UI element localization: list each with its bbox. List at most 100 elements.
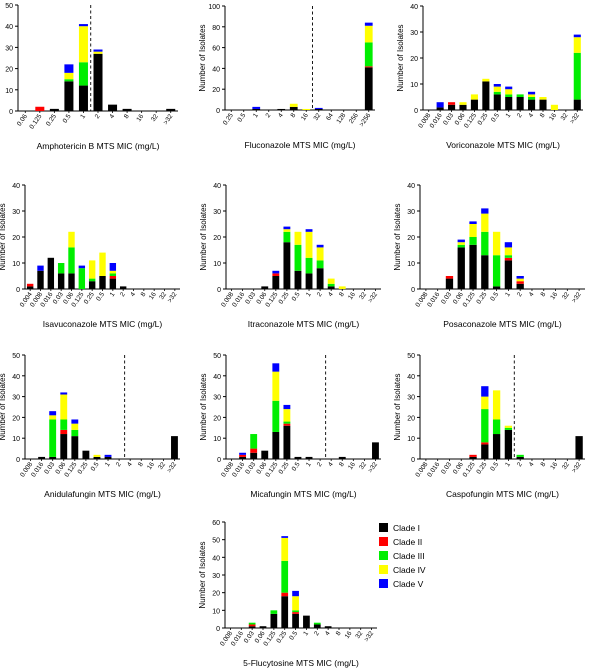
caspofungin-bar-clade-ii xyxy=(469,454,477,457)
fluconazole-ytick-label: 100 xyxy=(208,4,220,11)
anidulafungin-xtick-label: 8 xyxy=(137,461,145,468)
caspofungin-ytick-label: 40 xyxy=(407,374,415,381)
isavuconazole-bar-clade-i xyxy=(37,270,44,289)
voriconazole-bar-clade-iv xyxy=(539,97,547,100)
fluconazole-x-title: Fluconazole MTS MIC (mg/L) xyxy=(245,140,356,150)
flucytosine-bar-clade-iii xyxy=(281,560,289,593)
caspofungin-bar-clade-i xyxy=(504,429,513,459)
fluconazole-xtick-label: 2 xyxy=(265,112,273,119)
micafungin-xtick-label: 0.016 xyxy=(231,461,246,479)
itraconazole-xtick-label: 32 xyxy=(358,291,368,301)
micafungin-bar-clade-v xyxy=(283,404,291,410)
amphotericin-b-bar-clade-ii xyxy=(35,106,45,111)
caspofungin-bar-clade-i xyxy=(492,434,501,459)
isavuconazole-ytick-label: 20 xyxy=(12,235,20,242)
flucytosine-xtick-label: 4 xyxy=(324,630,332,637)
micafungin-bar-clade-i xyxy=(239,456,247,459)
micafungin-ytick-label: 10 xyxy=(213,436,221,443)
micafungin-bar-clade-ii xyxy=(250,448,258,453)
anidulafungin-bar-clade-i xyxy=(49,456,57,459)
fluconazole-xtick-label: 16 xyxy=(300,112,310,122)
posaconazole-xtick-label: 0.5 xyxy=(489,291,500,303)
anidulafungin-xtick-label: 0.125 xyxy=(63,461,78,479)
amphotericin-b-xtick-label: 2 xyxy=(94,113,102,120)
isavuconazole-xtick-label: 1 xyxy=(109,291,117,298)
voriconazole-bar-clade-i xyxy=(573,99,581,110)
micafungin-ytick-label: 40 xyxy=(213,374,221,381)
itraconazole-ytick-label: 40 xyxy=(213,183,221,190)
posaconazole-ytick-label: 0 xyxy=(411,287,415,294)
itraconazole-bar-clade-i xyxy=(316,268,324,289)
voriconazole-xtick-label: 0.25 xyxy=(477,112,490,127)
caspofungin-y-title: Number of Isolates xyxy=(393,373,402,440)
anidulafungin-bar-clade-iii xyxy=(60,419,68,430)
posaconazole-bar-clade-iv xyxy=(469,224,477,237)
amphotericin-b-x-title: Amphotericin B MTS MIC (mg/L) xyxy=(37,141,160,151)
itraconazole-xtick-label: 16 xyxy=(347,291,357,301)
amphotericin-b-bar-clade-i xyxy=(78,85,88,111)
amphotericin-b-xtick-label: 0.25 xyxy=(45,113,58,128)
amphotericin-b-bar-clade-iv xyxy=(93,51,103,54)
anidulafungin-bar-clade-i xyxy=(71,436,79,459)
amphotericin-b-bar-clade-iv xyxy=(78,26,88,63)
itraconazole-xtick-label: 4 xyxy=(327,291,335,298)
posaconazole-bar-clade-ii xyxy=(516,281,524,284)
posaconazole-xtick-label: 32 xyxy=(561,291,571,301)
flucytosine-ytick-label: 10 xyxy=(212,608,220,615)
voriconazole-bar-clade-v xyxy=(493,84,501,87)
caspofungin-bar-clade-iv xyxy=(481,396,489,410)
micafungin-bar-clade-ii xyxy=(283,423,291,426)
voriconazole-bar-clade-iv xyxy=(459,102,467,105)
posaconazole-xtick-label: 16 xyxy=(549,291,559,301)
legend-swatch xyxy=(379,537,388,546)
anidulafungin-xtick-label: 16 xyxy=(146,461,156,471)
itraconazole-bar-clade-v xyxy=(316,244,324,248)
fluconazole-ytick-label: 0 xyxy=(216,108,220,115)
caspofungin-bar-clade-ii xyxy=(481,442,489,445)
anidulafungin-xtick-label: 0.25 xyxy=(77,461,90,476)
caspofungin-ytick-label: 0 xyxy=(411,457,415,464)
anidulafungin-bar-clade-i xyxy=(60,434,68,459)
anidulafungin-xtick-label: 0.5 xyxy=(90,461,101,473)
anidulafungin-bar-clade-v xyxy=(49,411,57,416)
posaconazole-xtick-label: 4 xyxy=(528,291,536,298)
posaconazole-bar-clade-iv xyxy=(492,231,501,256)
itraconazole-bar-clade-ii xyxy=(272,273,280,276)
micafungin-x-title: Micafungin MTS MIC (mg/L) xyxy=(250,489,356,499)
flucytosine-bar-clade-iii xyxy=(292,610,299,613)
voriconazole-xtick-label: >32 xyxy=(569,112,581,125)
amphotericin-b-xtick-label: 0.5 xyxy=(62,113,73,125)
anidulafungin-bar-clade-i xyxy=(171,436,178,459)
isavuconazole-xtick-label: 16 xyxy=(148,291,158,301)
isavuconazole-xtick-label: 2 xyxy=(119,291,127,298)
fluconazole-bar-clade-iv xyxy=(302,108,311,110)
fluconazole-bar-clade-i xyxy=(364,67,373,110)
flucytosine-panel: 01020304050600.0080.0160.030.060.1250.25… xyxy=(198,520,377,668)
amphotericin-b-xtick-label: 32 xyxy=(150,113,160,123)
caspofungin-bar-clade-i xyxy=(469,456,477,459)
posaconazole-bar-clade-i xyxy=(445,278,454,289)
anidulafungin-bar-clade-iv xyxy=(60,394,68,420)
itraconazole-bar-clade-iv xyxy=(294,231,302,245)
isavuconazole-bar-clade-iv xyxy=(68,231,75,248)
fluconazole-bar-clade-i xyxy=(252,108,261,110)
posaconazole-bar-clade-iv xyxy=(516,278,524,282)
fluconazole-bar-clade-v xyxy=(364,22,373,26)
voriconazole-bar-clade-i xyxy=(505,97,513,110)
voriconazole-xtick-label: 0.03 xyxy=(442,112,455,127)
posaconazole-bar-clade-i xyxy=(492,286,501,289)
itraconazole-bar-clade-i xyxy=(283,242,291,289)
posaconazole-bar-clade-iii xyxy=(504,255,513,258)
fluconazole-xtick-label: 32 xyxy=(313,112,323,122)
legend-label: Clade III xyxy=(393,551,425,561)
flucytosine-bar-clade-i xyxy=(281,596,289,628)
itraconazole-xtick-label: 0.25 xyxy=(278,291,291,306)
micafungin-ytick-label: 30 xyxy=(213,395,221,402)
posaconazole-y-title: Number of Isolates xyxy=(393,203,402,270)
flucytosine-ytick-label: 20 xyxy=(212,591,220,598)
flucytosine-bar-clade-iv xyxy=(281,537,289,561)
posaconazole-bar-clade-ii xyxy=(445,276,454,279)
anidulafungin-xtick-label: 0.03 xyxy=(43,461,56,476)
